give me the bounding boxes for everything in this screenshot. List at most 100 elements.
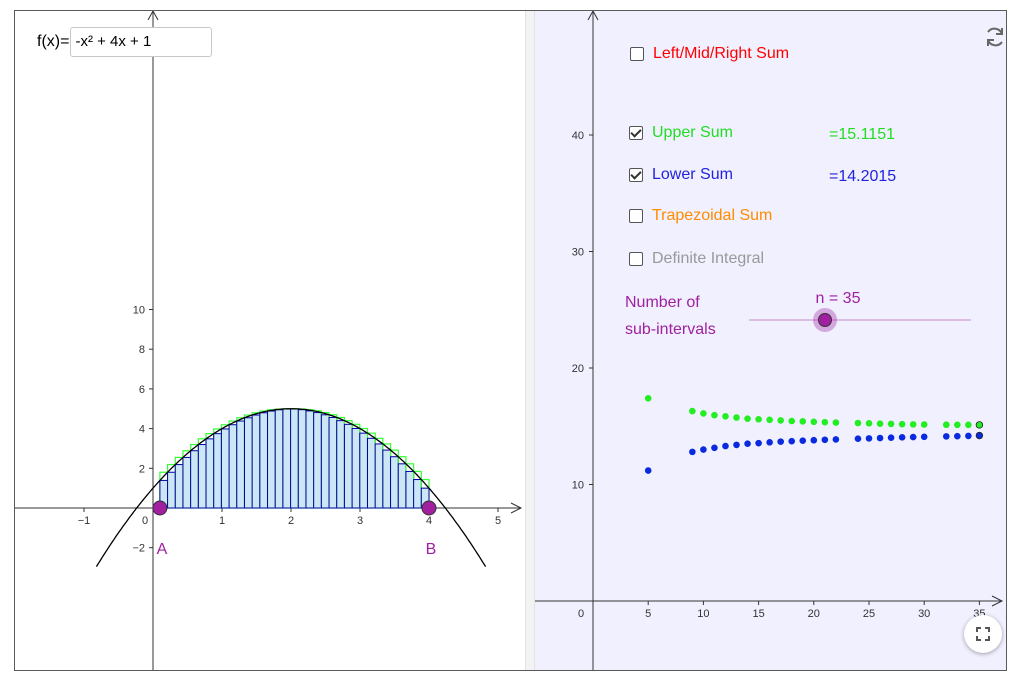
x-tick-label: 1 xyxy=(219,515,225,527)
upper-sum-point xyxy=(975,421,984,429)
upper-sum-point xyxy=(722,413,729,420)
y-tick-label: 4 xyxy=(139,424,145,436)
lower-sum-point xyxy=(700,446,707,453)
lower-sum-label: Lower Sum xyxy=(652,166,733,183)
lower-sum-rect xyxy=(182,456,192,509)
graphics-view-sums[interactable]: 0 5 10 15 20 25 30 35 40 30 20 10 n = 35 Left/Mid/Ri… xyxy=(535,11,1006,670)
lower-sum-row[interactable]: Lower Sum xyxy=(629,166,733,184)
fullscreen-button[interactable] xyxy=(964,615,1002,653)
lower-sum-rect xyxy=(267,410,276,509)
definite-integral-checkbox[interactable] xyxy=(629,252,643,266)
x-tick-label: 25 xyxy=(863,608,875,620)
lower-sum-point xyxy=(722,442,729,450)
point-a[interactable] xyxy=(152,500,168,516)
function-input-label: f(x)= xyxy=(37,33,70,50)
view-divider[interactable] xyxy=(525,11,535,670)
upper-sum-point xyxy=(965,421,972,429)
y-axis-arrow xyxy=(147,11,159,21)
function-curve xyxy=(95,408,487,567)
function-graph[interactable]: −1 0 1 2 3 4 5 10 8 6 4 2 −2 A B xyxy=(15,11,525,670)
lower-sum-rect xyxy=(205,438,215,509)
lower-sum-rect xyxy=(374,443,384,509)
definite-integral-row[interactable]: Definite Integral xyxy=(629,250,764,268)
upper-sum-point xyxy=(744,415,751,422)
graphics-view-function[interactable]: −1 0 1 2 3 4 5 10 8 6 4 2 −2 A B f(x)= -x² + 4x + 1 xyxy=(15,11,525,670)
x-tick-label: 3 xyxy=(357,515,363,527)
upper-sum-row[interactable]: Upper Sum xyxy=(629,124,733,142)
lower-sum-point xyxy=(832,436,840,443)
lower-sum-point xyxy=(876,434,884,442)
upper-sum-point xyxy=(920,421,928,428)
lower-sum-point xyxy=(777,438,784,445)
x-tick-label: 10 xyxy=(697,608,709,620)
x-tick-label: 2 xyxy=(288,515,294,527)
y-tick-label: 20 xyxy=(572,363,584,375)
x-tick-label: 0 xyxy=(578,608,584,620)
lower-sum-point xyxy=(810,436,818,444)
lower-sum-rect xyxy=(190,450,199,509)
trapezoidal-label: Trapezoidal Sum xyxy=(652,207,773,224)
upper-sum-point xyxy=(942,421,950,429)
upper-sum-checkbox[interactable] xyxy=(629,126,643,140)
slider-value-text: n = 35 xyxy=(816,290,861,307)
slider-knob[interactable] xyxy=(818,313,832,327)
left-mid-right-checkbox[interactable] xyxy=(630,47,644,61)
lower-sum-rect xyxy=(243,417,253,509)
lower-sum-checkbox[interactable] xyxy=(629,168,643,182)
lower-sum-rect xyxy=(220,428,230,509)
lower-sum-point xyxy=(965,432,972,440)
upper-sum-point xyxy=(700,410,707,417)
y-tick-label: 6 xyxy=(139,384,145,396)
left-mid-right-row[interactable]: Left/Mid/Right Sum xyxy=(630,45,789,63)
lower-sum-rect xyxy=(290,408,299,509)
y-tick-label: 2 xyxy=(139,463,145,475)
upper-sum-point xyxy=(766,416,773,424)
lower-sum-rect xyxy=(351,427,361,509)
upper-sum-point xyxy=(876,420,884,427)
upper-sum-point xyxy=(832,419,840,426)
lower-sum-point xyxy=(954,432,961,440)
y-axis-arrow xyxy=(587,11,599,21)
lower-sum-point xyxy=(644,467,652,474)
upper-sum-point xyxy=(689,407,696,415)
y-tick-label: 8 xyxy=(139,344,145,356)
lower-sum-rect xyxy=(174,464,184,509)
upper-sum-point xyxy=(711,411,718,419)
lower-sum-rect xyxy=(305,410,315,509)
x-tick-label: 0 xyxy=(142,515,148,527)
lower-sum-point xyxy=(689,448,696,456)
lower-sum-rect xyxy=(236,420,245,509)
lower-sum-point xyxy=(766,439,773,446)
x-tick-label: −1 xyxy=(78,515,91,527)
trapezoidal-row[interactable]: Trapezoidal Sum xyxy=(629,207,772,225)
lower-sum-rect xyxy=(397,463,407,509)
upper-sum-point xyxy=(755,415,762,423)
point-label-b: B xyxy=(426,541,437,558)
function-input-field[interactable]: -x² + 4x + 1 xyxy=(70,27,213,57)
lower-sum-rect xyxy=(328,416,338,509)
x-tick-label: 15 xyxy=(752,608,764,620)
x-tick-label: 5 xyxy=(495,515,501,527)
lower-sum-rect xyxy=(313,412,322,509)
x-axis-arrow xyxy=(510,502,523,514)
lower-sum-point xyxy=(909,433,917,441)
reset-icon[interactable] xyxy=(983,25,1007,49)
lower-sum-rect xyxy=(297,409,307,509)
point-b[interactable] xyxy=(421,500,437,516)
upper-sum-label: Upper Sum xyxy=(652,124,733,141)
lower-sum-point xyxy=(975,431,984,440)
x-tick-label: 20 xyxy=(808,608,820,620)
upper-sum-point xyxy=(887,420,895,428)
upper-sum-point xyxy=(909,421,917,428)
lower-sum-point xyxy=(854,435,862,443)
trapezoidal-checkbox[interactable] xyxy=(629,209,643,223)
lower-sum-rect xyxy=(259,412,269,509)
upper-sum-point xyxy=(799,418,807,425)
lower-sum-rect xyxy=(167,471,176,509)
definite-integral-label: Definite Integral xyxy=(652,250,765,267)
lower-sum-rect xyxy=(359,432,368,509)
upper-sum-point xyxy=(788,417,796,425)
y-tick-label: 10 xyxy=(572,480,584,492)
lower-sum-rect xyxy=(320,414,330,509)
